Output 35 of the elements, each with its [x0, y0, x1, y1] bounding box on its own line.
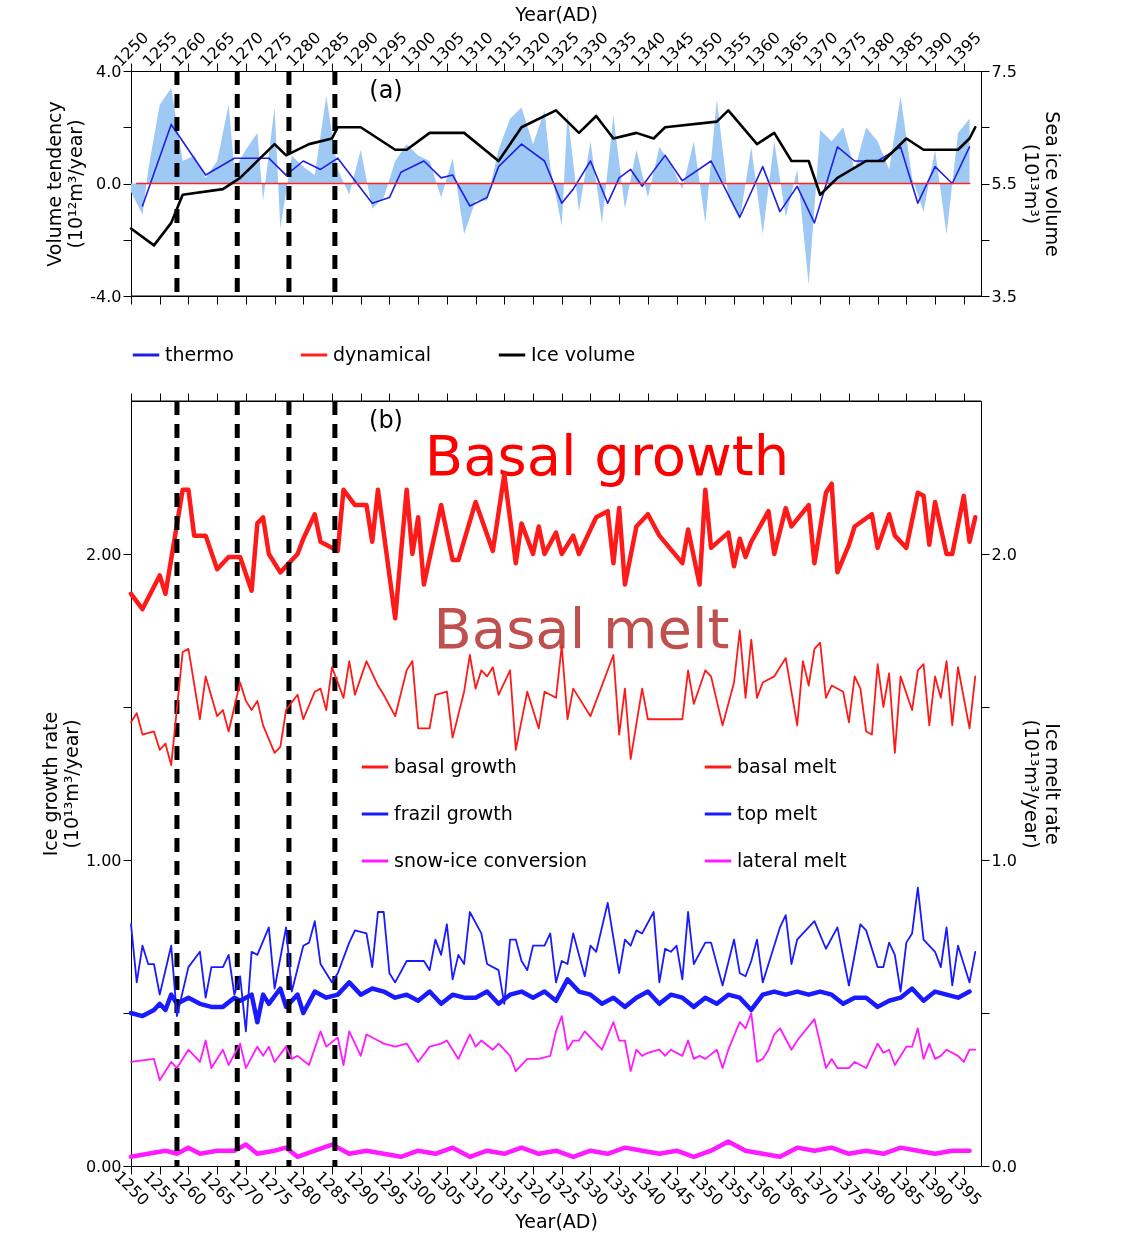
legend-label: basal growth — [394, 755, 517, 777]
y-axis-title: Ice growth rate (10¹³m³/year) — [38, 711, 82, 857]
line-series — [141, 123, 971, 224]
line-series — [130, 1012, 977, 1082]
legend-label: thermo — [165, 343, 234, 365]
legend-label: snow-ice conversion — [394, 849, 588, 871]
y2-tick-label: 1.0 — [991, 850, 1017, 870]
x-axis-title: Year(AD) — [514, 1209, 598, 1232]
y-tick-label: 1.00 — [85, 850, 122, 870]
y-tick-label: 2.00 — [85, 544, 122, 564]
legend-label: basal melt — [737, 755, 837, 777]
y2-axis-title: Sea ice volume (10¹³m³) — [1020, 111, 1064, 257]
y2-tick-label: 2.0 — [991, 544, 1017, 564]
y2-tick-label: 0.0 — [991, 1156, 1017, 1176]
legend-label: top melt — [737, 802, 818, 824]
annotation: Basal melt — [433, 595, 730, 661]
legend-label: dynamical — [333, 343, 432, 365]
x-axis-title: Year(AD) — [514, 3, 598, 26]
y-tick-label: -4.0 — [90, 286, 122, 306]
line-series — [128, 1139, 972, 1160]
annotation: (a) — [369, 76, 403, 104]
legend-label: Ice volume — [531, 343, 636, 365]
line-series — [130, 886, 977, 1033]
annotation: (b) — [369, 406, 403, 434]
legend-label: frazil growth — [394, 802, 513, 824]
y-tick-label: 0.0 — [96, 174, 122, 193]
y2-axis-title: Ice melt rate (10¹³m³/year) — [1020, 719, 1064, 849]
legend-label: lateral melt — [737, 849, 847, 871]
y-tick-label: 0.00 — [85, 1156, 122, 1176]
y-axis-title: Volume tendency (10¹²m³/year) — [43, 101, 87, 267]
y2-tick-label: 3.5 — [991, 286, 1017, 306]
y-tick-label: 4.0 — [96, 61, 122, 81]
annotation: Basal growth — [424, 423, 790, 489]
y2-tick-label: 7.5 — [991, 61, 1017, 81]
y2-tick-label: 5.5 — [991, 174, 1017, 193]
